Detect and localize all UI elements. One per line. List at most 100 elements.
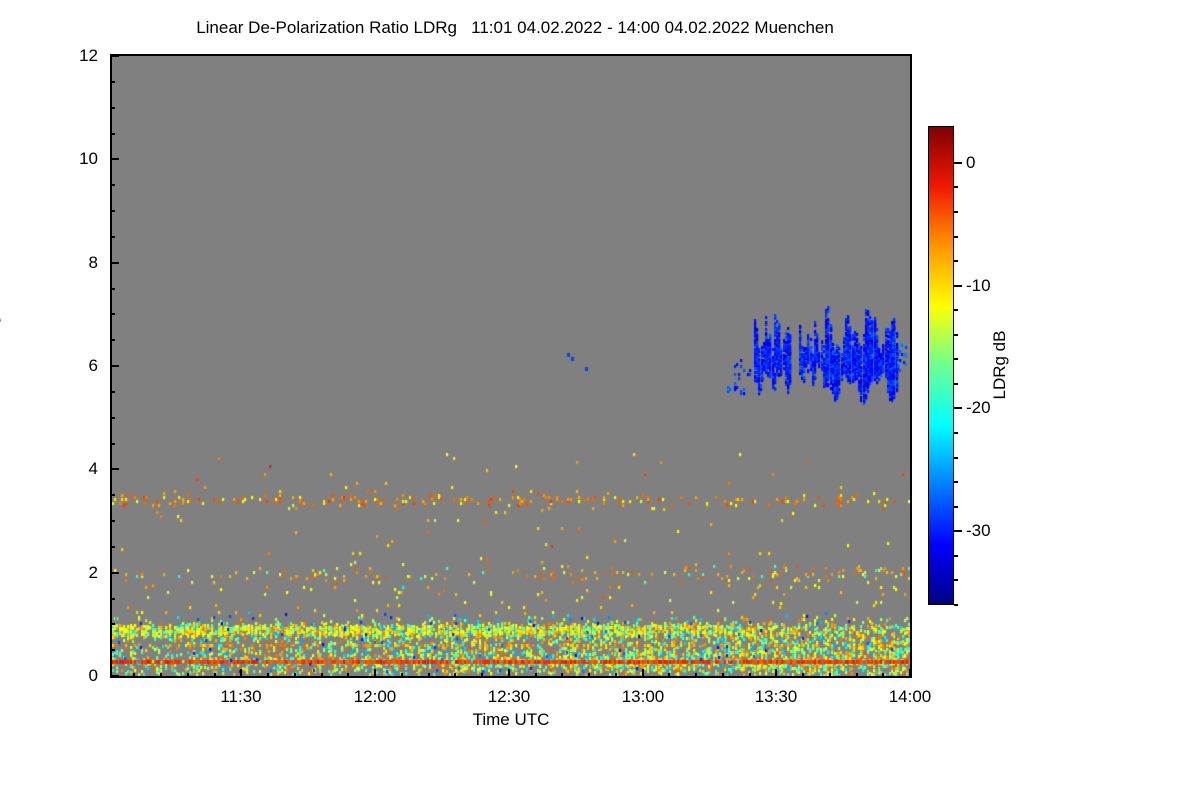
- y-tick-minor: [110, 210, 115, 212]
- colorbar-tick-minor: [954, 554, 958, 557]
- colorbar-tick-minor: [954, 579, 958, 582]
- x-tick-minor: [668, 673, 670, 678]
- y-tick-minor: [110, 443, 115, 445]
- y-tick-minor: [110, 133, 115, 135]
- x-tick-label: 12:00: [353, 687, 397, 706]
- x-tick-minor: [133, 673, 135, 678]
- colorbar-tick-minor: [954, 505, 958, 508]
- x-tick-label: 13:00: [621, 687, 665, 706]
- y-tick-label: 10: [79, 149, 98, 168]
- colorbar-tick-major: [954, 407, 962, 410]
- colorbar-tick-major: [954, 284, 962, 287]
- x-tick-minor: [481, 673, 483, 678]
- y-tick-minor: [110, 623, 115, 625]
- page-title: Linear De-Polarization Ratio LDRg 11:01 …: [196, 18, 834, 37]
- y-axis-title: Height km: [0, 232, 2, 392]
- x-tick-minor: [882, 673, 884, 678]
- x-tick-minor: [561, 673, 563, 678]
- x-tick-major: [374, 669, 376, 678]
- colorbar-tick-minor: [954, 481, 958, 484]
- x-tick-minor: [722, 673, 724, 678]
- colorbar-tick-minor: [954, 333, 958, 336]
- colorbar-gradient: [928, 126, 954, 605]
- y-tick-major: [110, 675, 119, 677]
- x-tick-label: 13:30: [754, 687, 798, 706]
- x-tick-minor: [695, 673, 697, 678]
- x-tick-minor: [615, 673, 617, 678]
- colorbar-tick-minor: [954, 235, 958, 238]
- y-tick-major: [110, 468, 119, 470]
- x-tick-minor: [187, 673, 189, 678]
- y-tick-major: [110, 262, 119, 264]
- colorbar-tick-minor: [954, 260, 958, 263]
- y-tick-minor: [110, 649, 115, 651]
- y-tick-label: 0: [88, 666, 98, 685]
- x-tick-minor: [401, 673, 403, 678]
- y-tick-minor: [110, 520, 115, 522]
- y-tick-major: [110, 55, 119, 57]
- x-tick-minor: [428, 673, 430, 678]
- y-tick-label: 4: [88, 459, 98, 478]
- colorbar-tick-minor: [954, 382, 958, 385]
- y-tick-minor: [110, 107, 115, 109]
- colorbar: 0 -10 -20 -30: [928, 126, 991, 606]
- y-tick-minor: [110, 494, 115, 496]
- x-tick-major: [775, 669, 777, 678]
- x-tick-major: [642, 669, 644, 678]
- y-tick-minor: [110, 288, 115, 290]
- colorbar-tick-label: -10: [966, 275, 991, 295]
- plot-area: [110, 54, 912, 678]
- y-tick-major: [110, 158, 119, 160]
- colorbar-tick-minor: [954, 186, 958, 189]
- colorbar-tick-minor: [954, 210, 958, 213]
- x-tick-minor: [749, 673, 751, 678]
- y-tick-major: [110, 572, 119, 574]
- x-tick-minor: [588, 673, 590, 678]
- y-tick-major: [110, 365, 119, 367]
- y-tick-minor: [110, 184, 115, 186]
- y-tick-label: 8: [88, 253, 98, 272]
- x-tick-minor: [802, 673, 804, 678]
- x-tick-minor: [829, 673, 831, 678]
- x-axis-title: Time UTC: [472, 710, 550, 729]
- colorbar-tick-minor: [954, 456, 958, 459]
- colorbar-title: LDRg dB: [990, 330, 1009, 400]
- y-tick-minor: [110, 417, 115, 419]
- y-tick-label: 2: [88, 563, 98, 582]
- colorbar-tick-major: [954, 530, 962, 533]
- x-tick-minor: [856, 673, 858, 678]
- heatmap-canvas: [112, 56, 910, 676]
- x-tick-major: [909, 669, 911, 678]
- x-tick-minor: [160, 673, 162, 678]
- y-tick-label: 6: [88, 356, 98, 375]
- colorbar-tick-label: -30: [966, 521, 991, 541]
- x-tick-minor: [294, 673, 296, 678]
- x-tick-minor: [454, 673, 456, 678]
- colorbar-tick-minor: [954, 432, 958, 435]
- y-tick-minor: [110, 339, 115, 341]
- y-tick-minor: [110, 236, 115, 238]
- colorbar-tick-major: [954, 161, 962, 164]
- y-tick-minor: [110, 313, 115, 315]
- x-tick-minor: [535, 673, 537, 678]
- colorbar-tick-label: 0: [966, 152, 976, 172]
- x-tick-minor: [321, 673, 323, 678]
- x-tick-label: 11:30: [220, 687, 262, 706]
- y-tick-minor: [110, 546, 115, 548]
- colorbar-tick-minor: [954, 309, 958, 312]
- x-tick-major: [508, 669, 510, 678]
- colorbar-tick-minor: [954, 358, 958, 361]
- y-tick-label: 12: [79, 46, 98, 65]
- x-tick-label: 14:00: [888, 687, 932, 706]
- x-tick-major: [240, 669, 242, 678]
- y-tick-minor: [110, 81, 115, 83]
- x-tick-minor: [267, 673, 269, 678]
- x-tick-label: 12:30: [487, 687, 531, 706]
- colorbar-tick-label: -20: [966, 398, 991, 418]
- x-tick-minor: [214, 673, 216, 678]
- y-tick-minor: [110, 391, 115, 393]
- colorbar-tick-minor: [954, 604, 958, 606]
- x-tick-minor: [347, 673, 349, 678]
- y-tick-minor: [110, 598, 115, 600]
